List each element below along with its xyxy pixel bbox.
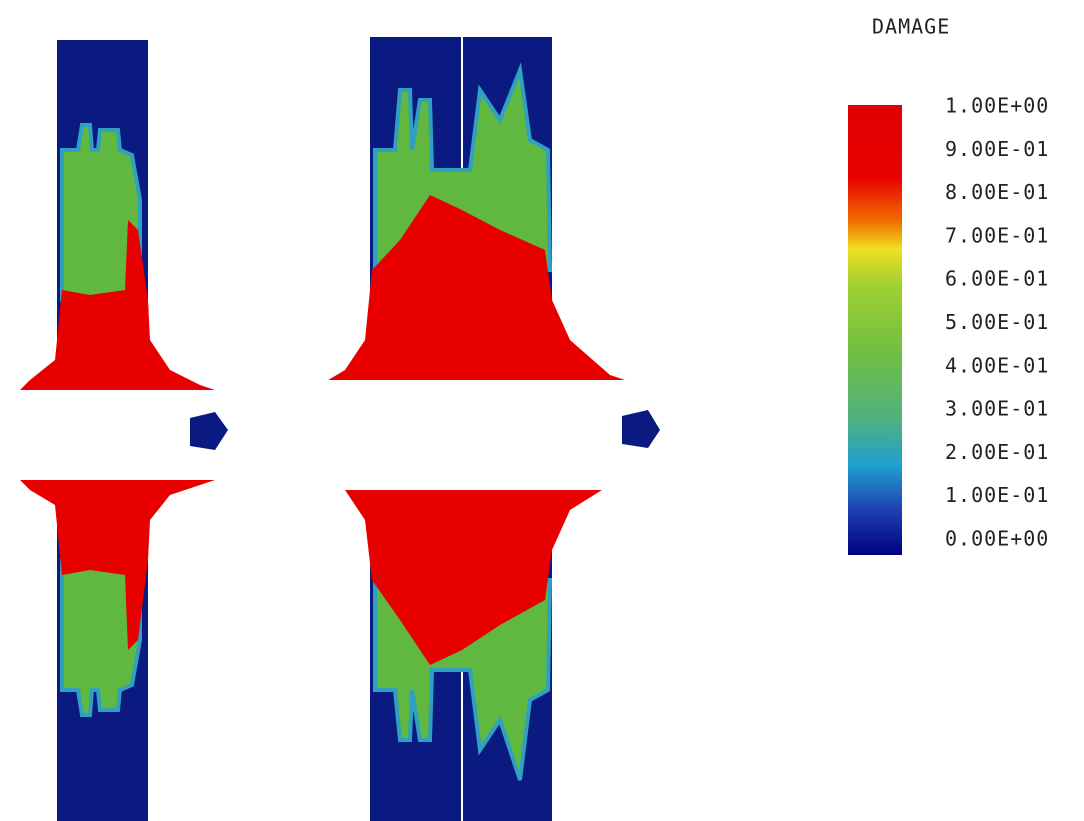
damage-zone [320,195,640,385]
colorbar: DAMAGE 1.00E+00 9.00E-01 8.00E-01 7.00E-01 6… [848,15,1049,555]
legend-label: 9.00E-01 [945,137,1049,161]
legend-label: 1.00E-01 [945,483,1049,507]
legend-label: 0.00E+00 [945,527,1049,551]
crack-tip [622,410,660,448]
legend-label: 5.00E-01 [945,310,1049,334]
crack-tip [190,412,228,450]
damage-zone [15,220,230,395]
legend-label: 1.00E+00 [945,94,1049,118]
legend-label: 3.00E-01 [945,397,1049,421]
crack-opening [310,380,662,490]
damage-zone [15,475,230,650]
legend-label: 4.00E-01 [945,353,1049,377]
colorbar-gradient [848,105,902,555]
legend-label: 2.00E-01 [945,440,1049,464]
legend-label: 8.00E-01 [945,180,1049,204]
legend-label: 7.00E-01 [945,223,1049,247]
crack-opening [10,390,235,480]
legend-label: 6.00E-01 [945,267,1049,291]
damage-zone [320,475,640,665]
right-plate [310,37,662,821]
left-plate [10,40,235,821]
legend-title: DAMAGE [872,15,950,39]
